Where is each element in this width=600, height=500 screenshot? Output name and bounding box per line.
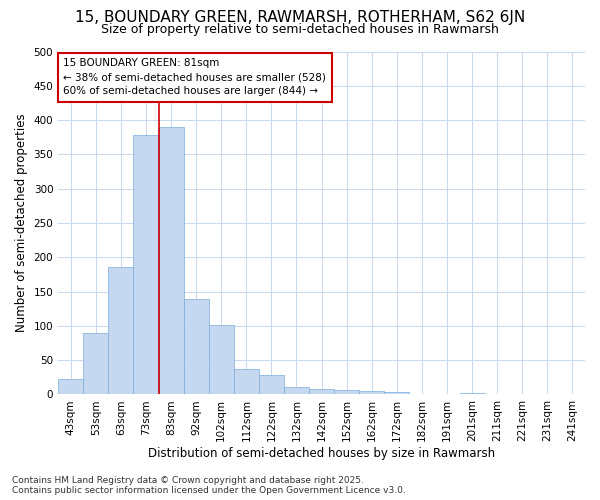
Text: 15, BOUNDARY GREEN, RAWMARSH, ROTHERHAM, S62 6JN: 15, BOUNDARY GREEN, RAWMARSH, ROTHERHAM,… [75, 10, 525, 25]
Bar [334, 390, 359, 394]
Bar [58, 380, 83, 394]
Bar [385, 392, 409, 394]
Bar [359, 391, 385, 394]
Bar [234, 369, 259, 394]
Bar [209, 325, 234, 394]
Bar [460, 393, 485, 394]
X-axis label: Distribution of semi-detached houses by size in Rawmarsh: Distribution of semi-detached houses by … [148, 447, 495, 460]
Bar [184, 299, 209, 394]
Bar [158, 127, 184, 394]
Text: Size of property relative to semi-detached houses in Rawmarsh: Size of property relative to semi-detach… [101, 22, 499, 36]
Bar [259, 376, 284, 394]
Text: Contains HM Land Registry data © Crown copyright and database right 2025.
Contai: Contains HM Land Registry data © Crown c… [12, 476, 406, 495]
Bar [309, 389, 334, 394]
Y-axis label: Number of semi-detached properties: Number of semi-detached properties [15, 114, 28, 332]
Bar [109, 267, 133, 394]
Bar [284, 387, 309, 394]
Text: 15 BOUNDARY GREEN: 81sqm
← 38% of semi-detached houses are smaller (528)
60% of : 15 BOUNDARY GREEN: 81sqm ← 38% of semi-d… [64, 58, 326, 96]
Bar [83, 334, 109, 394]
Bar [133, 135, 158, 394]
